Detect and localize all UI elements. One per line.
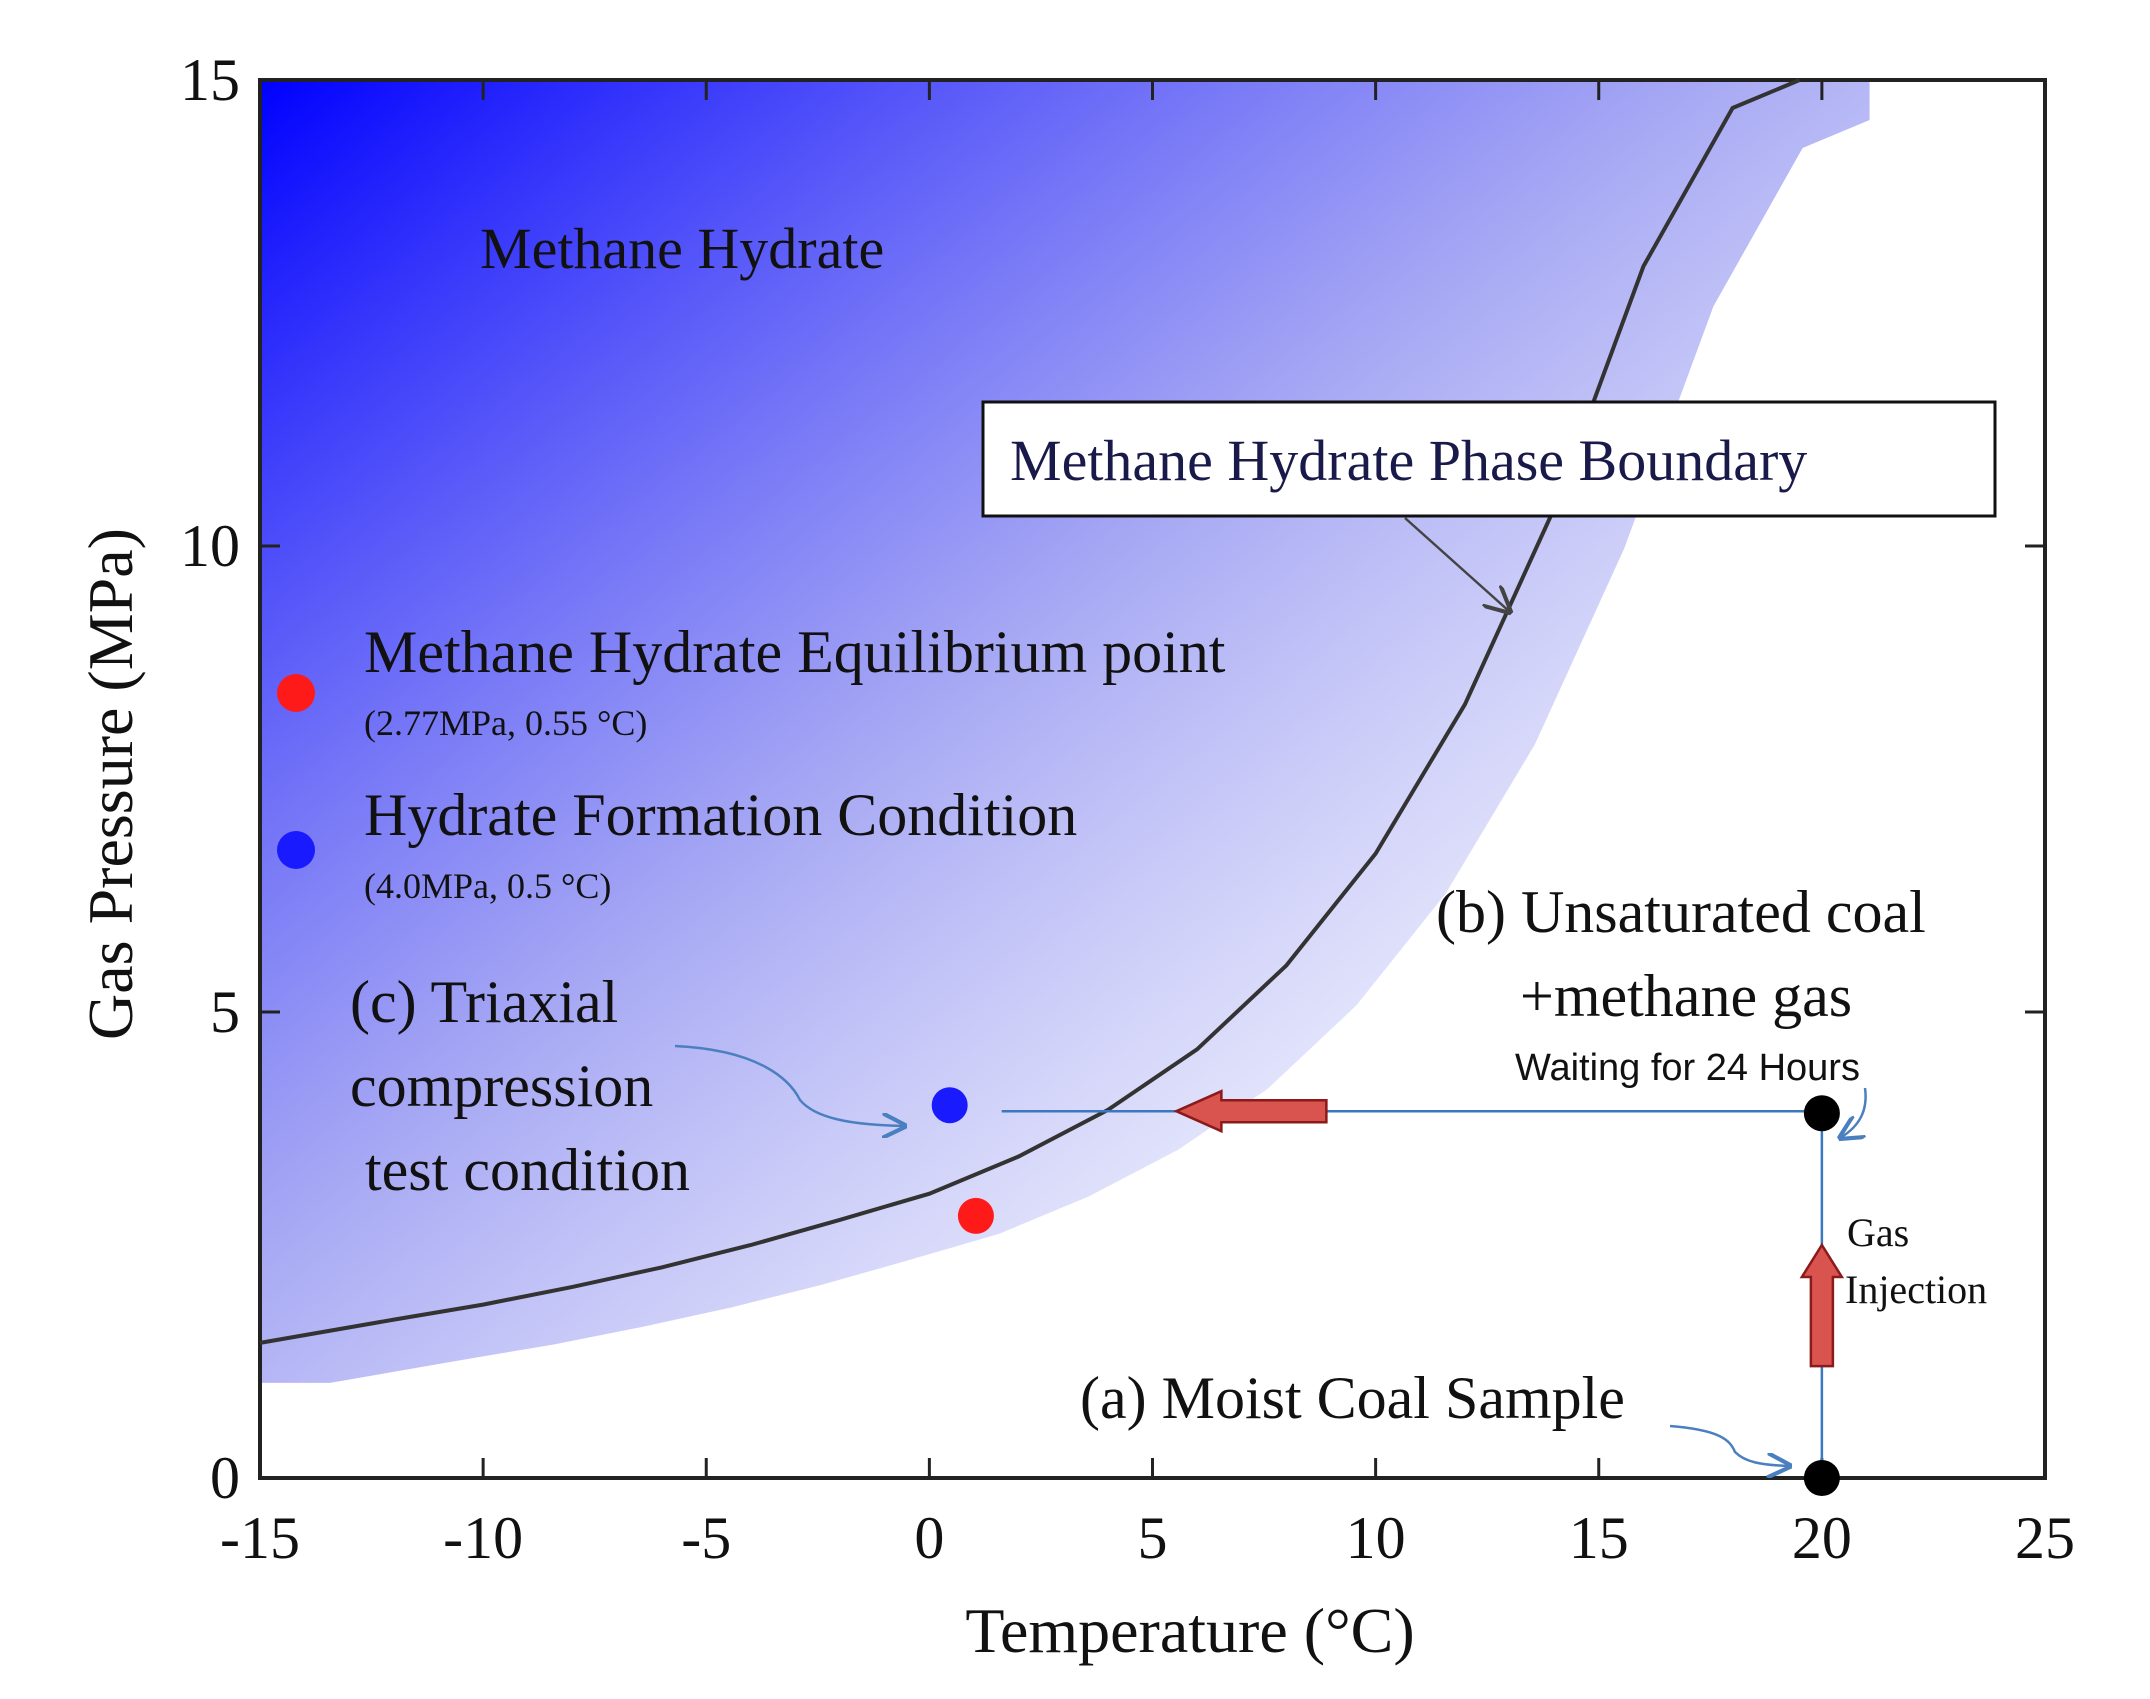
unsaturated-point	[1803, 1095, 1840, 1132]
x-tick-label: 15	[1569, 1505, 1629, 1571]
gas-injection-arrow	[1799, 1242, 1845, 1368]
y-tick-label: 5	[210, 979, 240, 1045]
legend-sub-formation: (4.0MPa, 0.5 °C)	[364, 866, 611, 906]
region-label: Methane Hydrate	[480, 216, 884, 281]
legend-label-equilibrium: Methane Hydrate Equilibrium point	[364, 619, 1226, 685]
legend-marker-formation	[277, 831, 315, 869]
x-tick-label: 5	[1138, 1505, 1168, 1571]
x-tick-label: -15	[220, 1505, 300, 1571]
data-points	[931, 1087, 1840, 1496]
legend-label-formation: Hydrate Formation Condition	[364, 782, 1077, 848]
annotation-triaxial-line1: (c) Triaxial	[350, 969, 618, 1035]
annotation-unsaturated-line2: +methane gas	[1520, 963, 1852, 1029]
annotation-gas: Gas	[1847, 1210, 1909, 1255]
x-tick-label: 20	[1792, 1505, 1852, 1571]
boundary-label-box	[981, 400, 1997, 518]
boundary-pointer	[1404, 517, 1510, 612]
x-tick-label: 10	[1346, 1505, 1406, 1571]
moist-pointer	[1669, 1424, 1790, 1466]
annotation-triaxial-line3: test condition	[365, 1137, 690, 1203]
x-tick-label: 0	[914, 1505, 944, 1571]
y-tick-label: 0	[210, 1445, 240, 1511]
moist-point	[1803, 1460, 1840, 1496]
cooling-arrow	[1173, 1089, 1328, 1134]
x-axis-ticks: -15 -10 -5 0 5 10 15 20 25	[220, 80, 2075, 1571]
equilibrium-point	[957, 1197, 994, 1234]
triaxial-pointer	[674, 1044, 905, 1126]
y-axis-label: Gas Pressure (MPa)	[75, 528, 146, 1040]
annotation-triaxial-line2: compression	[350, 1053, 653, 1119]
y-axis-ticks: 0 5 10 15	[180, 47, 2045, 1511]
x-tick-label: 25	[2015, 1505, 2075, 1571]
annotation-waiting: Waiting for 24 Hours	[1515, 1047, 1860, 1089]
annotation-moist: (a) Moist Coal Sample	[1080, 1365, 1625, 1431]
x-tick-label: -10	[443, 1505, 523, 1571]
formation-point	[931, 1087, 968, 1124]
y-tick-label: 15	[180, 47, 240, 113]
waiting-pointer	[1840, 1087, 1867, 1138]
boundary-label: Methane Hydrate Phase Boundary	[1010, 428, 1807, 493]
x-tick-label: -5	[681, 1505, 731, 1571]
legend: Methane Hydrate Equilibrium point (2.77M…	[277, 619, 1226, 906]
x-axis-label: Temperature (°C)	[965, 1595, 1414, 1666]
legend-marker-equilibrium	[277, 674, 315, 712]
annotation-unsaturated-line1: (b) Unsaturated coal	[1436, 879, 1926, 945]
y-tick-label: 10	[180, 513, 240, 579]
annotation-injection: Injection	[1845, 1267, 1987, 1312]
legend-sub-equilibrium: (2.77MPa, 0.55 °C)	[364, 703, 647, 743]
